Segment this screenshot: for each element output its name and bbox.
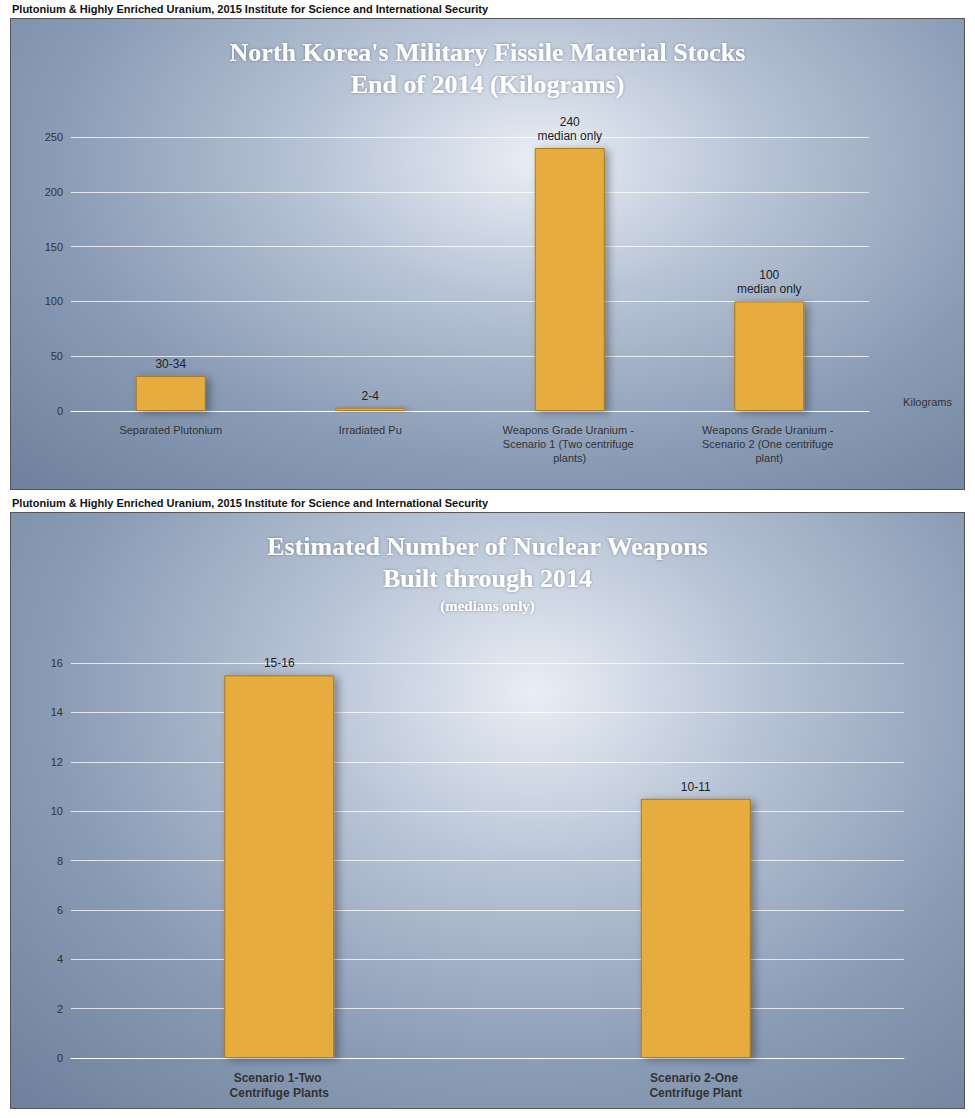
svg-text:Built through 2014: Built through 2014: [383, 564, 592, 593]
svg-text:12: 12: [51, 756, 63, 768]
svg-text:0: 0: [57, 1052, 63, 1064]
svg-text:10: 10: [51, 805, 63, 817]
svg-text:15-16: 15-16: [264, 656, 295, 670]
svg-text:50: 50: [51, 350, 63, 362]
svg-text:14: 14: [51, 706, 63, 718]
svg-text:Kilograms: Kilograms: [903, 396, 952, 408]
svg-text:Weapons Grade Uranium -: Weapons Grade Uranium -: [702, 424, 836, 436]
svg-text:200: 200: [45, 186, 63, 198]
svg-text:median only: median only: [737, 282, 802, 296]
svg-text:4: 4: [57, 953, 63, 965]
html-text:Plutonium & Highly Enriched Ur: Plutonium & Highly Enriched Uranium, 201…: [12, 497, 489, 509]
svg-text:100: 100: [759, 268, 779, 282]
svg-text:240: 240: [560, 115, 580, 129]
svg-text:median only: median only: [537, 129, 602, 143]
svg-text:2: 2: [57, 1003, 63, 1015]
svg-text:Scenario 2-One: Scenario 2-One: [650, 1071, 741, 1085]
svg-text:Irradiated Pu: Irradiated Pu: [339, 424, 402, 436]
svg-text:Centrifuge Plants: Centrifuge Plants: [230, 1086, 330, 1100]
svg-text:Scenario 1-Two: Scenario 1-Two: [234, 1071, 325, 1085]
svg-text:30-34: 30-34: [155, 357, 186, 371]
svg-text:plants): plants): [553, 452, 586, 464]
svg-text:North Korea's Military Fissile: North Korea's Military Fissile Material …: [230, 38, 746, 67]
svg-text:250: 250: [45, 131, 63, 143]
svg-text:100: 100: [45, 295, 63, 307]
svg-text:16: 16: [51, 657, 63, 669]
svg-text:6: 6: [57, 904, 63, 916]
svg-text:(medians only): (medians only): [440, 598, 535, 615]
svg-text:Scenario 2 (One centrifuge: Scenario 2 (One centrifuge: [702, 438, 837, 450]
svg-text:Weapons Grade Uranium -: Weapons Grade Uranium -: [503, 424, 637, 436]
svg-text:End of 2014 (Kilograms): End of 2014 (Kilograms): [351, 70, 625, 99]
html-text:Plutonium & Highly Enriched Ur: Plutonium & Highly Enriched Uranium, 201…: [12, 3, 489, 15]
svg-text:Estimated Number of Nuclear We: Estimated Number of Nuclear Weapons: [267, 532, 708, 561]
svg-text:8: 8: [57, 855, 63, 867]
svg-text:0: 0: [57, 405, 63, 417]
svg-text:Scenario 1 (Two centrifuge: Scenario 1 (Two centrifuge: [503, 438, 637, 450]
svg-text:150: 150: [45, 241, 63, 253]
svg-text:10-11: 10-11: [681, 780, 711, 794]
svg-text:Centrifuge Plant: Centrifuge Plant: [649, 1086, 742, 1100]
svg-text:Separated Plutonium: Separated Plutonium: [119, 424, 222, 436]
svg-text:2-4: 2-4: [362, 389, 380, 403]
svg-text:plant): plant): [755, 452, 783, 464]
